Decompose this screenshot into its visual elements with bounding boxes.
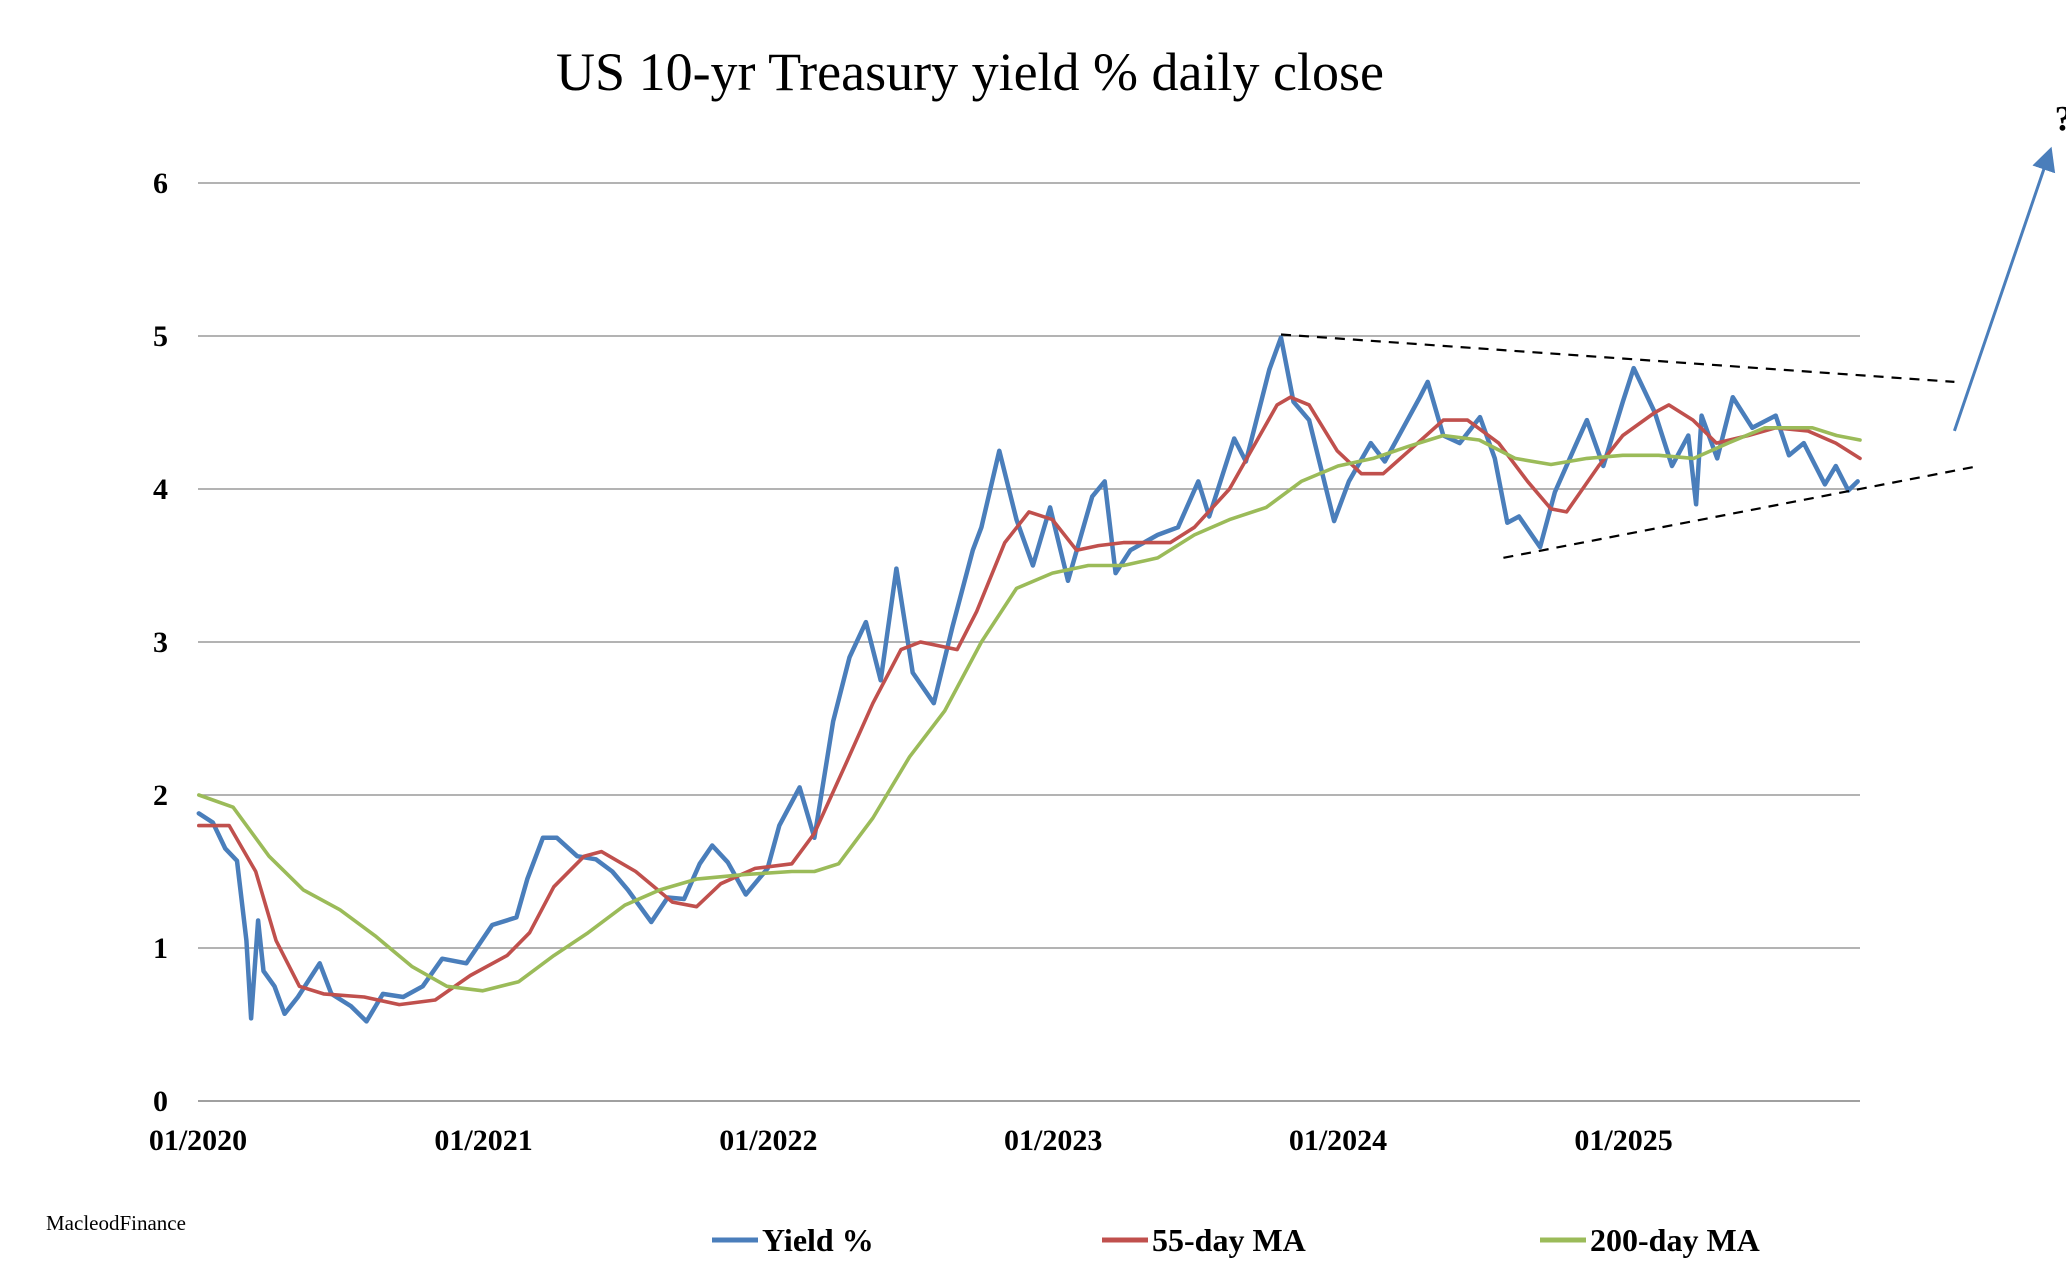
x-tick-label: 01/2020 [149,1124,247,1157]
x-tick-label: 01/2022 [719,1124,817,1157]
question-mark: ? [2055,98,2066,138]
series-line-3 [197,425,1862,993]
y-axis-ticks: 0 1 2 3 4 5 6 [153,167,168,1118]
grid-lines [198,182,1860,1102]
trendline-2 [1503,464,1979,559]
legend-label-1: Yield % [762,1222,874,1258]
x-tick-label: 01/2025 [1574,1124,1672,1157]
y-tick-label: 1 [153,932,168,965]
chart-title: US 10-yr Treasury yield % daily close [556,42,1384,102]
legend-label-3: 200-day MA [1590,1222,1760,1258]
series-line-1 [196,335,1860,1024]
series-lines [196,335,1862,1024]
legend: Yield % 55-day MA 200-day MA [712,1222,1760,1258]
x-tick-label: 01/2021 [434,1124,532,1157]
x-axis-ticks: 01/2020 01/2021 01/2022 01/2023 01/2024 01/20… [149,1124,1673,1157]
series-line-2 [197,395,1862,1007]
y-tick-label: 0 [153,1085,168,1118]
annotations: ? [1280,98,2066,559]
y-tick-label: 5 [153,320,168,353]
trendline-1 [1280,333,1955,383]
x-tick-label: 01/2023 [1004,1124,1102,1157]
y-tick-label: 3 [153,626,168,659]
y-tick-label: 6 [153,167,168,200]
legend-label-2: 55-day MA [1152,1222,1306,1258]
y-tick-label: 2 [153,779,168,812]
breakout-arrow [1952,146,2056,432]
y-tick-label: 4 [153,473,168,506]
x-tick-label: 01/2024 [1289,1124,1387,1157]
credit-text: MacleodFinance [46,1211,186,1235]
